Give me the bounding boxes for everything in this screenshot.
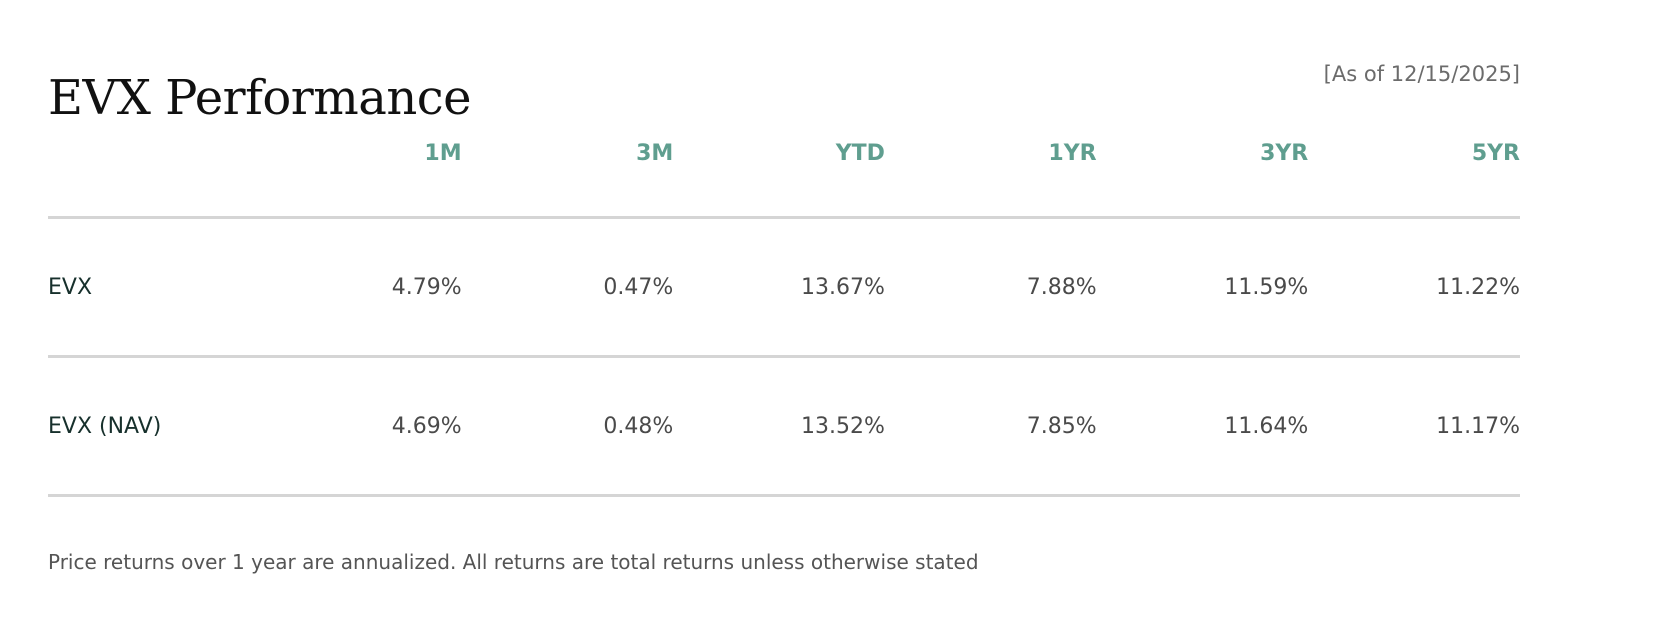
row-label: EVX <box>48 274 93 300</box>
row-label: EVX (NAV) <box>48 413 162 439</box>
cell-1yr: 7.88% <box>1026 274 1097 300</box>
cell-5yr: 11.22% <box>1436 274 1520 300</box>
column-header-5yr: 5YR <box>1471 140 1520 166</box>
table-row: EVX (NAV) 4.69% 0.48% 13.52% 7.85% 11.64… <box>48 357 1520 496</box>
cell-1m: 4.79% <box>391 274 462 300</box>
column-header-1yr: 1YR <box>1048 140 1097 166</box>
column-header-3yr: 3YR <box>1260 140 1309 166</box>
cell-1m: 4.69% <box>391 413 462 439</box>
cell-5yr: 11.17% <box>1436 413 1520 439</box>
cell-ytd: 13.67% <box>801 274 885 300</box>
cell-3yr: 11.64% <box>1224 413 1309 439</box>
cell-1yr: 7.85% <box>1026 413 1097 439</box>
column-header-3m: 3M <box>636 140 674 166</box>
cell-3m: 0.47% <box>603 274 674 300</box>
performance-table: 1M 3M YTD 1YR 3YR 5YR EVX 4.79% 0.47% 13… <box>48 120 1520 497</box>
cell-ytd: 13.52% <box>801 413 885 439</box>
cell-3m: 0.48% <box>603 413 674 439</box>
column-header-1m: 1M <box>424 140 462 166</box>
cell-3yr: 11.59% <box>1224 274 1309 300</box>
table-header-row: 1M 3M YTD 1YR 3YR 5YR <box>48 120 1520 218</box>
footnote: Price returns over 1 year are annualized… <box>48 550 979 574</box>
column-header-ytd: YTD <box>835 140 885 166</box>
column-header-label <box>48 120 250 218</box>
as-of-date: [As of 12/15/2025] <box>1323 62 1520 86</box>
page-title: EVX Performance <box>48 70 472 127</box>
table-row: EVX 4.79% 0.47% 13.67% 7.88% 11.59% 11.2… <box>48 218 1520 357</box>
